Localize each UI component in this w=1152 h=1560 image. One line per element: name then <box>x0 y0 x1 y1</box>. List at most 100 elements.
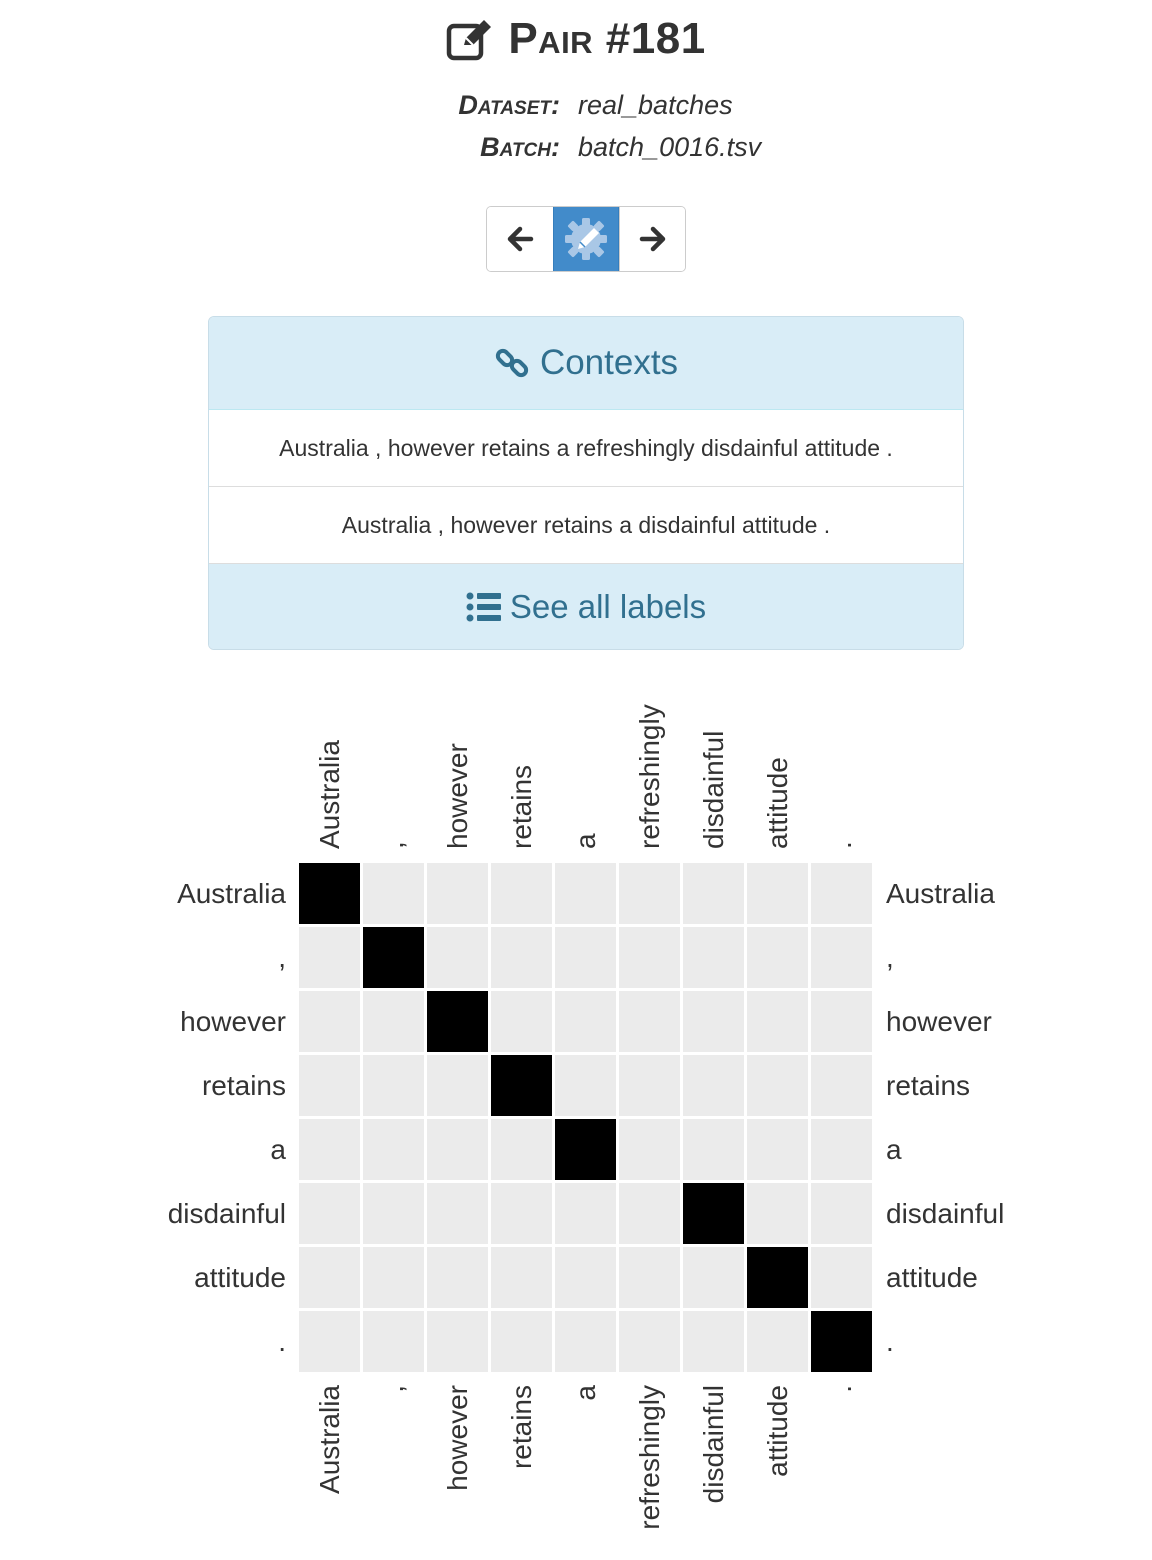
matrix-cell <box>683 1311 744 1372</box>
row-label-right: a <box>886 1134 902 1165</box>
dataset-row: Dataset: real_batches <box>0 84 1152 126</box>
matrix-cell <box>619 863 680 924</box>
row-label-right: however <box>886 1006 992 1037</box>
gear-pencil-icon <box>565 218 607 260</box>
matrix-cell <box>299 1311 360 1372</box>
edit-icon <box>447 20 492 61</box>
matrix-cell <box>299 863 360 924</box>
matrix-cell <box>491 1183 552 1244</box>
matrix-cell <box>747 927 808 988</box>
column-label-bottom: disdainful <box>698 1385 729 1503</box>
matrix-cell <box>555 1055 616 1116</box>
pair-nav-group <box>486 206 686 272</box>
matrix-cell <box>683 863 744 924</box>
matrix-cell <box>427 1311 488 1372</box>
matrix-cell <box>363 1311 424 1372</box>
column-label-top: however <box>442 743 473 849</box>
context-sentence-1: Australia , however retains a refreshing… <box>209 410 963 487</box>
column-label-top: disdainful <box>698 731 729 849</box>
matrix-cell <box>555 1247 616 1308</box>
matrix-cell <box>619 991 680 1052</box>
matrix-cell <box>491 1119 552 1180</box>
matrix-cell <box>619 1183 680 1244</box>
column-label-bottom: attitude <box>762 1385 793 1477</box>
see-all-labels-button[interactable]: See all labels <box>209 564 963 649</box>
edit-pair-button[interactable] <box>553 207 619 271</box>
matrix-cell <box>491 1055 552 1116</box>
matrix-cell <box>555 1311 616 1372</box>
column-label-bottom: however <box>442 1385 473 1491</box>
alignment-matrix: Australia Australia, , however however retain… <box>168 704 1005 1530</box>
matrix-cell <box>299 1247 360 1308</box>
matrix-cell <box>747 991 808 1052</box>
batch-row: Batch: batch_0016.tsv <box>0 126 1152 168</box>
matrix-cell <box>747 863 808 924</box>
matrix-cell <box>555 863 616 924</box>
column-label-bottom: refreshingly <box>634 1385 665 1530</box>
matrix-cell <box>747 1311 808 1372</box>
matrix-cell <box>427 863 488 924</box>
matrix-cell <box>363 1247 424 1308</box>
contexts-heading: Contexts <box>539 343 679 382</box>
matrix-cell <box>747 1055 808 1116</box>
matrix-cell <box>811 1119 872 1180</box>
matrix-cell <box>747 1119 808 1180</box>
contexts-panel: Contexts Australia , however retains a r… <box>208 316 964 650</box>
matrix-cell <box>683 1119 744 1180</box>
page-title-text: Pair #181 <box>508 14 706 63</box>
matrix-cell <box>363 927 424 988</box>
matrix-cell <box>619 1055 680 1116</box>
row-label-right: . <box>886 1326 894 1357</box>
column-label-top: a <box>570 833 601 849</box>
link-icon <box>495 348 529 378</box>
column-label-bottom: , <box>378 1385 409 1393</box>
matrix-cell <box>683 1183 744 1244</box>
matrix-cell <box>427 1119 488 1180</box>
matrix-cell <box>363 1183 424 1244</box>
matrix-cell <box>299 1055 360 1116</box>
column-label-top: retains <box>506 765 537 849</box>
matrix-cell <box>363 1119 424 1180</box>
row-label-right: retains <box>886 1070 970 1101</box>
row-label-right: Australia <box>886 878 995 909</box>
matrix-cell <box>363 991 424 1052</box>
matrix-cell <box>427 1183 488 1244</box>
matrix-cell <box>811 1183 872 1244</box>
matrix-cell <box>491 991 552 1052</box>
list-icon <box>466 592 501 622</box>
row-label-left: Australia <box>177 878 286 909</box>
dataset-value: real_batches <box>578 89 733 120</box>
column-label-top: attitude <box>762 757 793 849</box>
matrix-cell <box>555 991 616 1052</box>
next-pair-button[interactable] <box>619 207 685 271</box>
column-label-top: , <box>378 841 409 849</box>
matrix-cell <box>619 1311 680 1372</box>
matrix-cell <box>427 991 488 1052</box>
matrix-cell <box>811 1247 872 1308</box>
column-label-bottom: Australia <box>314 1385 345 1494</box>
matrix-cell <box>811 1311 872 1372</box>
matrix-cell <box>811 1055 872 1116</box>
row-label-left: retains <box>202 1070 286 1101</box>
matrix-cell <box>747 1183 808 1244</box>
matrix-cell <box>491 1311 552 1372</box>
matrix-cell <box>427 1247 488 1308</box>
previous-pair-button[interactable] <box>487 207 553 271</box>
page-title: Pair #181 <box>0 8 1152 70</box>
row-label-left: however <box>180 1006 286 1037</box>
row-label-left: , <box>278 942 286 973</box>
row-label-left: . <box>278 1326 286 1357</box>
batch-label: Batch: <box>480 131 560 162</box>
matrix-cell <box>299 927 360 988</box>
column-label-bottom: . <box>826 1385 857 1393</box>
pair-meta: Dataset: real_batches Batch: batch_0016.… <box>0 84 1152 168</box>
arrow-left-icon <box>507 226 534 252</box>
matrix-cell <box>491 863 552 924</box>
arrow-right-icon <box>639 226 665 252</box>
contexts-header: Contexts <box>209 317 963 410</box>
matrix-cell <box>427 1055 488 1116</box>
row-label-left: attitude <box>194 1262 286 1293</box>
matrix-cell <box>683 927 744 988</box>
matrix-cell <box>811 863 872 924</box>
column-label-top: . <box>826 841 857 849</box>
